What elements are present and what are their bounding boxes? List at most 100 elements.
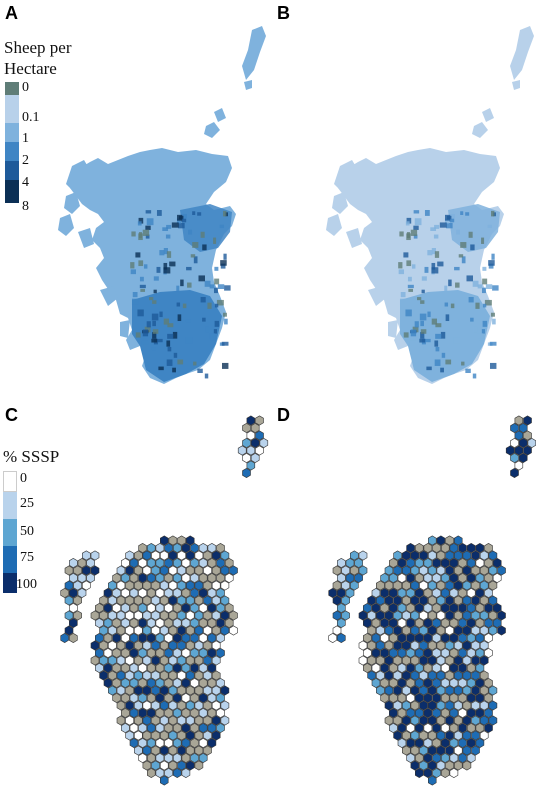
hex-cell bbox=[410, 670, 420, 681]
hex-cell bbox=[99, 610, 108, 621]
hex-cell bbox=[358, 565, 368, 576]
hex-cell bbox=[462, 625, 472, 636]
hex-cell bbox=[441, 768, 450, 778]
hex-cell bbox=[436, 700, 446, 711]
parish-patch bbox=[221, 362, 229, 369]
hex-cell bbox=[458, 618, 467, 628]
parish-patch bbox=[421, 289, 425, 294]
hex-cell bbox=[186, 670, 195, 681]
parish-patch bbox=[145, 234, 150, 239]
hex-cell bbox=[445, 625, 454, 636]
legend-sheep-title-line2: Hectare bbox=[4, 59, 57, 78]
hex-cell bbox=[471, 550, 480, 561]
hex-cell bbox=[363, 633, 372, 643]
hex-cell bbox=[194, 595, 204, 606]
hex-cell bbox=[384, 610, 394, 621]
hex-cell bbox=[116, 700, 126, 711]
hex-cell bbox=[454, 760, 463, 771]
hex-cell bbox=[125, 700, 134, 711]
hex-cell bbox=[449, 663, 459, 673]
hex-cell bbox=[90, 610, 100, 621]
hex-cell bbox=[484, 648, 493, 658]
hex-cell bbox=[147, 693, 156, 703]
hex-cell bbox=[69, 558, 78, 568]
hex-cell bbox=[406, 708, 415, 718]
parish-patch bbox=[193, 361, 197, 366]
hex-cell bbox=[155, 723, 165, 733]
hex-cell bbox=[523, 430, 532, 441]
hex-cell bbox=[207, 708, 217, 718]
hex-cell bbox=[198, 723, 208, 733]
hex-cell bbox=[181, 708, 191, 718]
parish-patch bbox=[192, 211, 196, 216]
hex-cell bbox=[86, 558, 95, 568]
hex-cell bbox=[103, 663, 113, 673]
hex-cell bbox=[194, 745, 204, 756]
parish-patch bbox=[460, 211, 464, 216]
hex-cell bbox=[129, 633, 139, 643]
hex-cell bbox=[475, 588, 485, 598]
parish-patch bbox=[178, 222, 185, 229]
hex-cell bbox=[194, 730, 204, 741]
parish-patch bbox=[439, 222, 447, 228]
hex-cell bbox=[518, 453, 528, 463]
parish-patch bbox=[435, 346, 440, 352]
hex-cell bbox=[134, 655, 143, 666]
island-region bbox=[388, 320, 398, 338]
hex-cell bbox=[432, 573, 441, 583]
hex-cell bbox=[77, 573, 87, 583]
hex-cell bbox=[484, 543, 493, 553]
hex-cell bbox=[138, 633, 147, 643]
hex-cell bbox=[116, 610, 126, 621]
hex-cell bbox=[216, 633, 225, 643]
hex-cell bbox=[190, 663, 199, 673]
parish-patch bbox=[484, 299, 492, 306]
hex-cell bbox=[108, 625, 117, 636]
hex-cell bbox=[220, 580, 230, 591]
parish-patch bbox=[198, 275, 205, 282]
hex-cell bbox=[484, 588, 493, 598]
parish-patch bbox=[481, 287, 486, 294]
hex-cell bbox=[384, 640, 394, 651]
hex-cell bbox=[216, 573, 225, 583]
hex-cell bbox=[462, 595, 472, 606]
hex-cell bbox=[402, 580, 411, 591]
hex-cell bbox=[458, 588, 467, 598]
hex-cell bbox=[475, 573, 485, 583]
island-region bbox=[100, 286, 118, 306]
hex-cell bbox=[432, 663, 441, 673]
hex-cell bbox=[121, 603, 130, 613]
hex-cell bbox=[186, 760, 195, 771]
hex-cell bbox=[484, 558, 493, 568]
parish-patch bbox=[440, 331, 446, 339]
hex-cell bbox=[428, 775, 437, 786]
hex-cell bbox=[454, 685, 463, 696]
hex-cell bbox=[479, 655, 489, 666]
hex-cell bbox=[358, 655, 368, 666]
hex-cell bbox=[125, 610, 134, 621]
hex-cell bbox=[168, 580, 178, 591]
hex-cell bbox=[108, 610, 117, 621]
hex-cell bbox=[423, 693, 433, 703]
parish-patch bbox=[448, 279, 452, 287]
hex-cell bbox=[441, 663, 450, 673]
hex-cell bbox=[484, 723, 493, 733]
hex-cell bbox=[121, 633, 130, 643]
hex-cell bbox=[363, 603, 372, 613]
hex-cell bbox=[125, 625, 134, 636]
hex-cell bbox=[86, 573, 95, 583]
hex-cell bbox=[242, 468, 251, 478]
hex-cell bbox=[160, 625, 169, 636]
hex-cell bbox=[432, 708, 441, 718]
hex-cell bbox=[138, 753, 147, 763]
hex-cell bbox=[471, 580, 480, 591]
hex-cell bbox=[177, 595, 186, 606]
hex-cell bbox=[376, 685, 385, 696]
hex-cell bbox=[173, 558, 182, 568]
hex-cell bbox=[151, 595, 160, 606]
hex-cell bbox=[419, 550, 428, 561]
hex-cell bbox=[164, 573, 173, 583]
parish-patch bbox=[213, 237, 217, 244]
hex-cell bbox=[458, 753, 467, 763]
hex-cell bbox=[134, 670, 143, 681]
